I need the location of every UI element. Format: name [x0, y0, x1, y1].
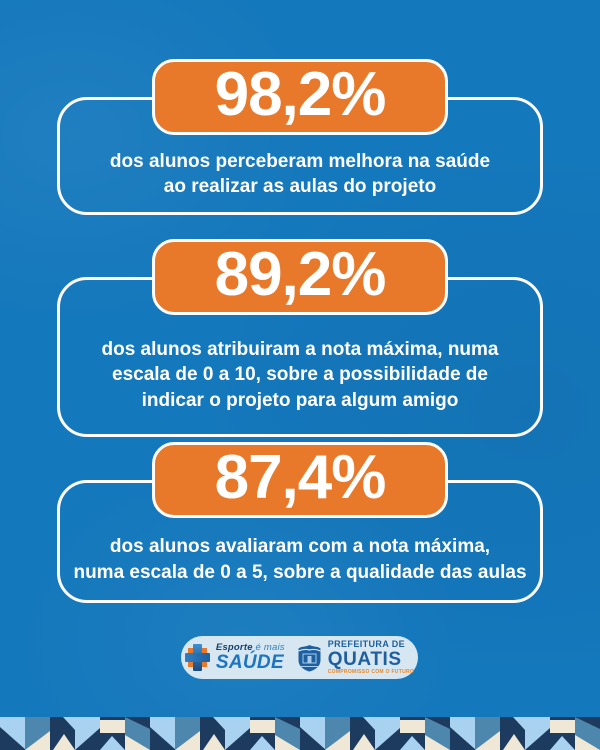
stat-description-2: dos alunos atribuiram a nota máxima, num… [102, 337, 499, 414]
cross-horizontal-bar [184, 653, 210, 662]
cross-orange-accent [201, 648, 207, 653]
prefeitura-tagline: COMPROMISSO COM O FUTURO [327, 669, 415, 676]
e-mais-word: é mais [255, 641, 285, 653]
cross-orange-accent [201, 662, 207, 667]
stat-description-line: dos alunos atribuiram a nota máxima, num… [101, 338, 499, 360]
esporte-word: Esporte [215, 641, 253, 653]
stat-value-3: 87,4% [214, 443, 387, 512]
stat-description-line: ao realizar as aulas do projeto [163, 176, 437, 197]
stat-badge-2: 89,2% [152, 239, 448, 315]
quatis-crest-icon [297, 644, 321, 671]
prefeitura-de-label: PREFEITURA DE [327, 638, 406, 649]
esporte-tagline: Esporte é mais [216, 643, 285, 653]
footer-logo-bar: Esporte é mais SAÚDE PREFEITURA DE QUATI… [181, 636, 418, 679]
stat-description-line: numa escala de 0 a 5, sobre a qualidade … [73, 561, 527, 583]
cross-orange-accent [187, 662, 193, 667]
stat-description-3: dos alunos avaliaram com a nota máxima, … [73, 534, 526, 585]
esporte-saude-logo: Esporte é mais SAÚDE [184, 643, 285, 673]
stat-description-line: dos alunos avaliaram com a nota máxima, [109, 536, 491, 557]
esporte-saude-wordmark: Esporte é mais SAÚDE [216, 643, 285, 673]
stat-description-line: indicar o projeto para algum amigo [141, 389, 459, 411]
stat-badge-3: 87,4% [152, 442, 448, 518]
prefeitura-quatis-logo: PREFEITURA DE QUATIS COMPROMISSO COM O F… [296, 638, 415, 676]
stat-description-line: escala de 0 a 10, sobre a possibilidade … [112, 364, 488, 386]
stat-value-1: 98,2% [214, 60, 387, 129]
stat-description-1: dos alunos perceberam melhora na saúde a… [110, 149, 490, 200]
stat-card-1: dos alunos perceberam melhora na saúde a… [57, 97, 543, 215]
quatis-label: QUATIS [327, 648, 402, 670]
stat-badge-1: 98,2% [152, 59, 448, 135]
health-cross-icon [184, 644, 210, 671]
decorative-tile-band [0, 717, 600, 750]
prefeitura-wordmark: PREFEITURA DE QUATIS COMPROMISSO COM O F… [327, 638, 415, 676]
saude-word: SAÚDE [215, 652, 284, 674]
stat-card-2: dos alunos atribuiram a nota máxima, num… [57, 277, 543, 437]
stat-value-2: 89,2% [214, 240, 387, 309]
stat-description-line: dos alunos perceberam melhora na saúde [109, 150, 491, 172]
cross-orange-accent [187, 648, 193, 653]
